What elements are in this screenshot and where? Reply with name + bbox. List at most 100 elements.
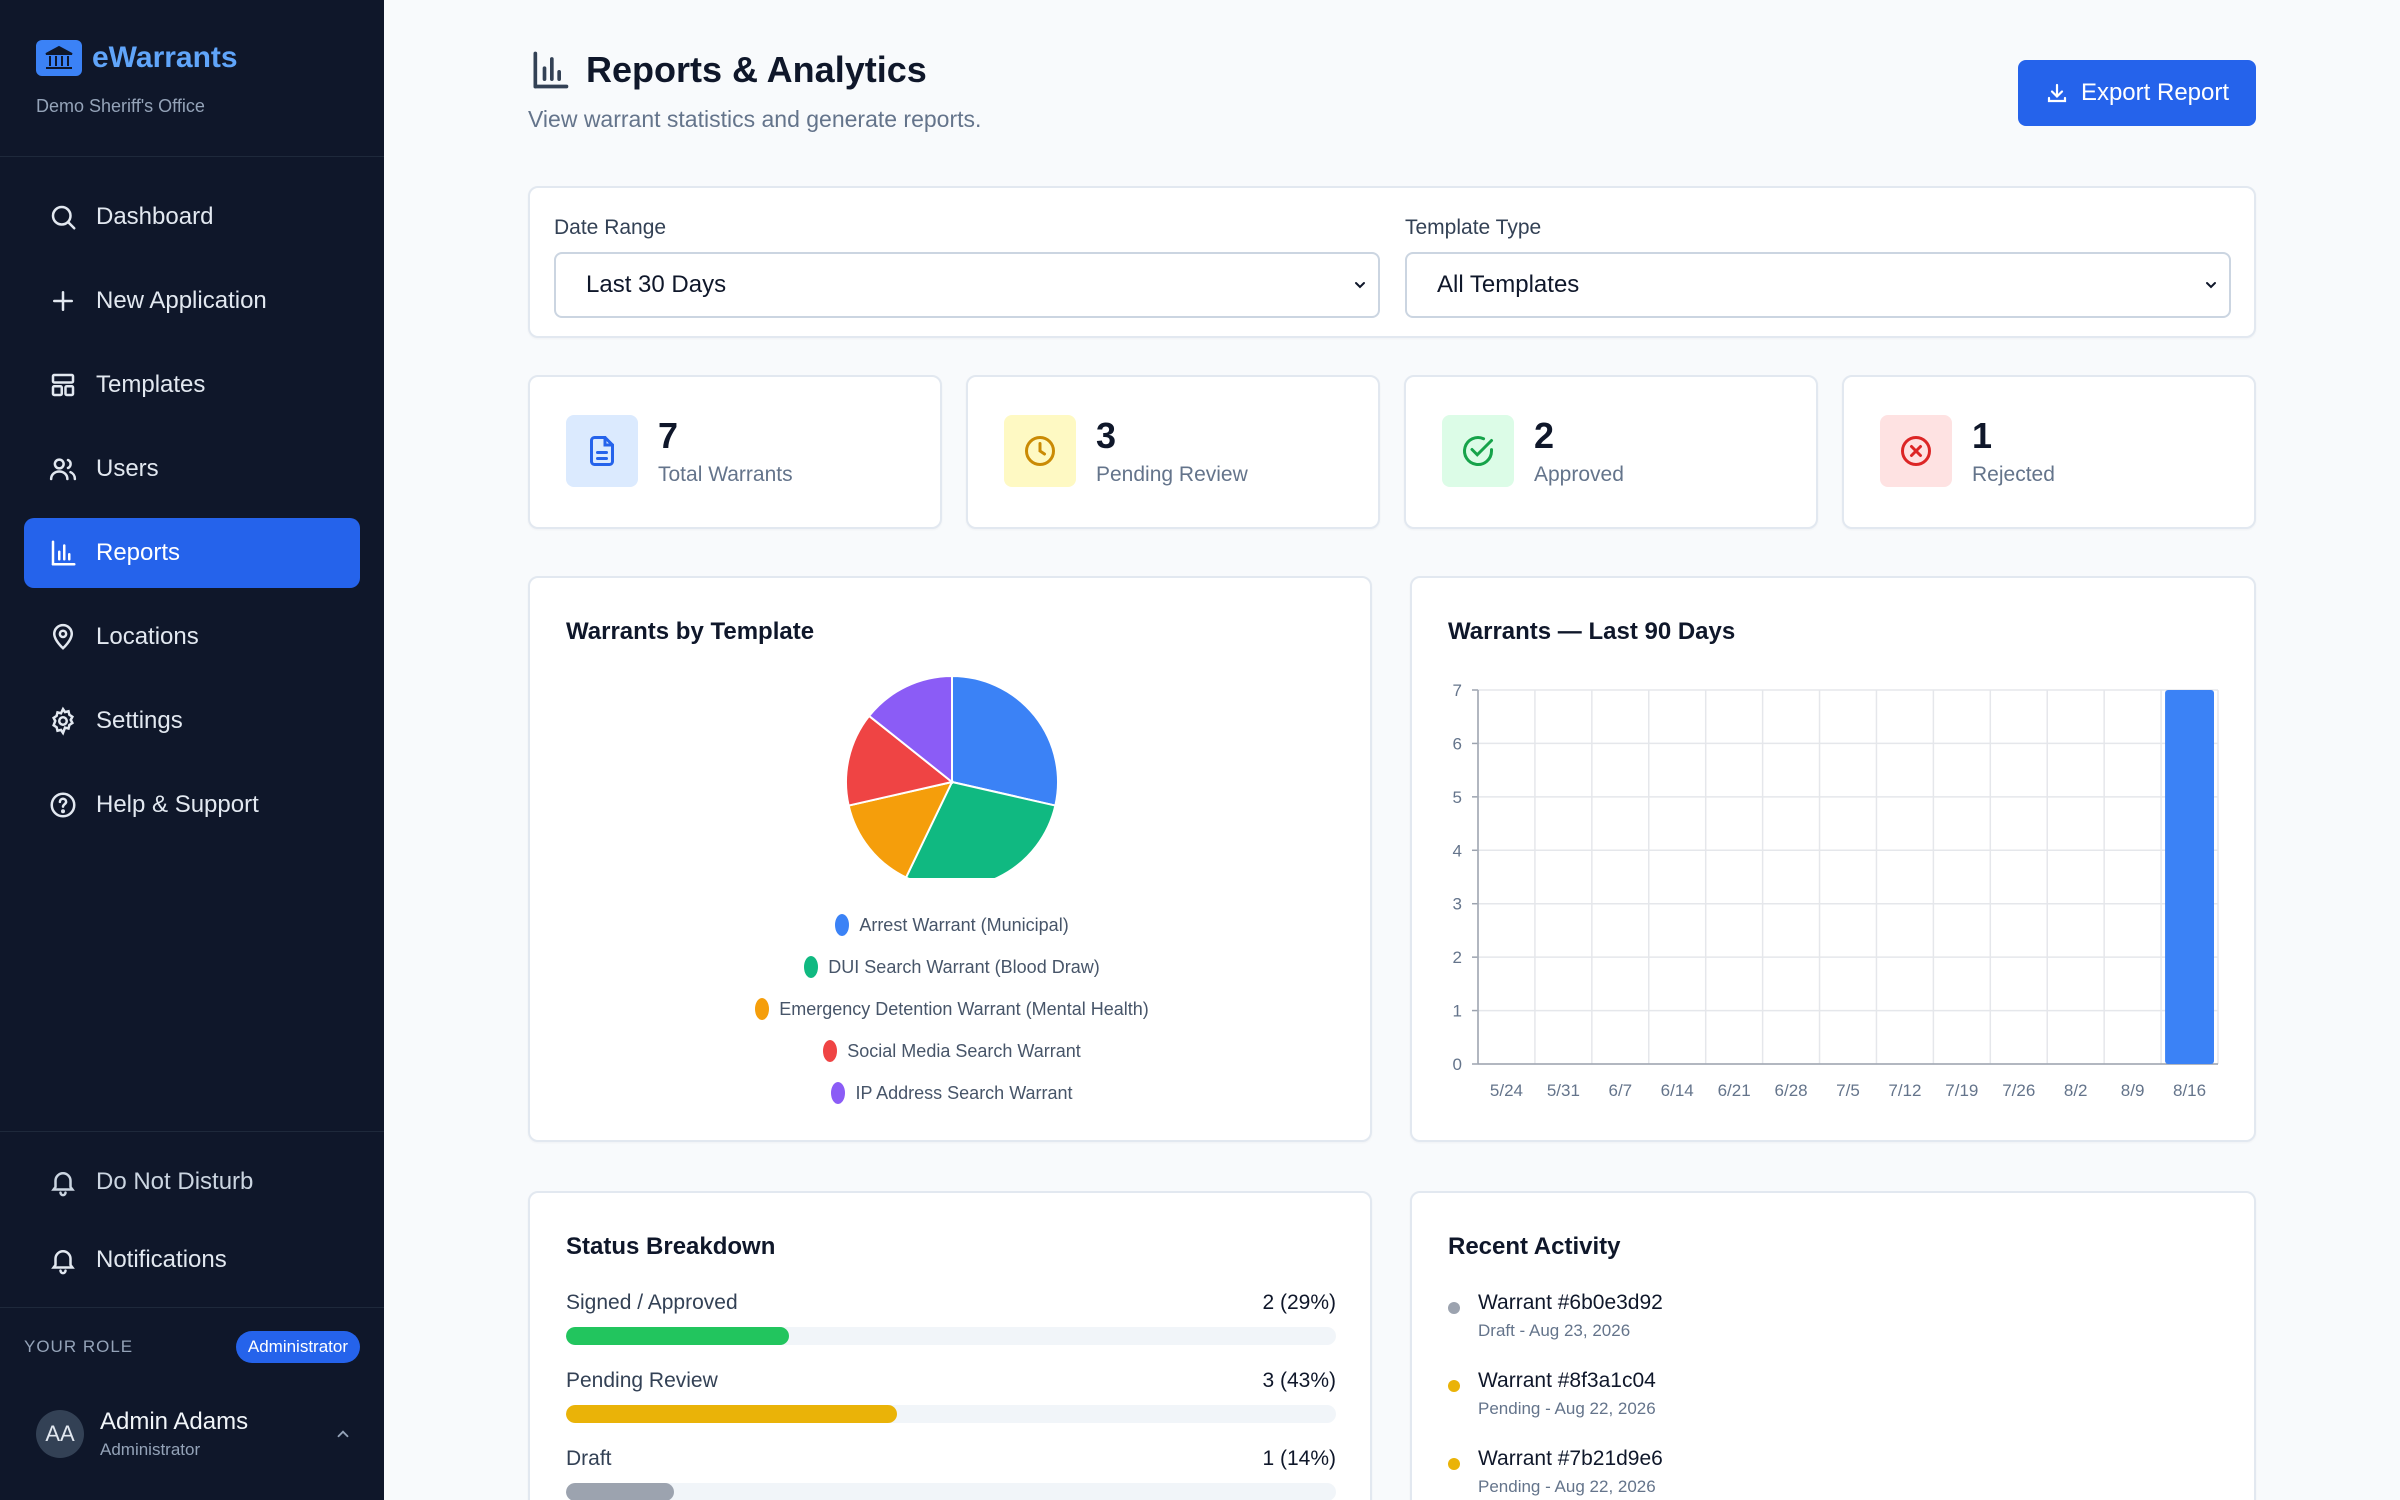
office-name: Demo Sheriff's Office xyxy=(36,96,205,116)
legend-swatch xyxy=(755,998,770,1020)
activity-title: Warrant #7b21d9e6 xyxy=(1478,1447,1663,1470)
status-value: 1 (14%) xyxy=(1262,1447,1336,1470)
legend-swatch xyxy=(823,1040,838,1062)
chart-title: Warrants — Last 90 Days xyxy=(1448,618,1736,645)
template-type-select[interactable]: All Templates xyxy=(1405,252,2231,318)
stat-label: Approved xyxy=(1534,463,1624,486)
brand-name: eWarrants xyxy=(92,41,238,74)
stat-card-approved: 2 Approved xyxy=(1404,375,1818,529)
do-not-disturb-toggle[interactable]: Do Not Disturb xyxy=(24,1147,360,1217)
pie-legend: Arrest Warrant (Municipal) DUI Search War… xyxy=(530,904,1374,1114)
legend-item[interactable]: Arrest Warrant (Municipal) xyxy=(530,904,1374,946)
x-tick-label: 8/2 xyxy=(2064,1081,2088,1100)
legend-label: IP Address Search Warrant xyxy=(855,1082,1073,1103)
status-value: 2 (29%) xyxy=(1262,1291,1336,1314)
stat-card-total: 7 Total Warrants xyxy=(528,375,942,529)
sidebar-item-users[interactable]: Users xyxy=(24,434,360,504)
y-tick-label: 7 xyxy=(1453,681,1462,700)
status-label: Pending Review xyxy=(566,1369,718,1392)
sidebar-item-label: Dashboard xyxy=(96,203,214,230)
map-pin-icon xyxy=(52,623,74,650)
sidebar-item-reports[interactable]: Reports xyxy=(24,518,360,588)
page-title: Reports & Analytics xyxy=(528,48,927,92)
sidebar-item-templates[interactable]: Templates xyxy=(24,350,360,420)
legend-item[interactable]: IP Address Search Warrant xyxy=(530,1072,1374,1114)
pie-slice xyxy=(904,780,1057,878)
sidebar-item-new-application[interactable]: New Application xyxy=(24,266,360,336)
clock-icon xyxy=(1004,415,1076,487)
legend-item[interactable]: Emergency Detention Warrant (Mental Heal… xyxy=(530,988,1374,1030)
sidebar-divider xyxy=(0,1131,384,1132)
x-tick-label: 6/14 xyxy=(1661,1081,1694,1100)
chevron-down-icon xyxy=(2206,282,2216,289)
y-tick-label: 2 xyxy=(1453,948,1462,967)
progress-fill xyxy=(566,1483,674,1500)
role-row: YOUR ROLE Administrator xyxy=(24,1331,360,1363)
status-dot xyxy=(1448,1380,1460,1392)
brand[interactable]: eWarrants xyxy=(36,40,238,76)
download-icon xyxy=(2047,83,2067,103)
y-tick-label: 0 xyxy=(1453,1055,1462,1074)
status-breakdown-title: Status Breakdown xyxy=(566,1233,776,1260)
status-row-pending: Pending Review 3 (43%) xyxy=(566,1369,1336,1423)
user-menu[interactable]: AA Admin Adams Administrator xyxy=(36,1408,360,1460)
sidebar-item-label: Help & Support xyxy=(96,791,259,818)
stat-card-pending: 3 Pending Review xyxy=(966,375,1380,529)
x-tick-label: 8/16 xyxy=(2173,1081,2206,1100)
legend-item[interactable]: DUI Search Warrant (Blood Draw) xyxy=(530,946,1374,988)
pie-slice xyxy=(847,780,954,878)
bar xyxy=(2165,690,2214,1064)
sidebar-item-help-support[interactable]: Help & Support xyxy=(24,770,360,840)
date-range-select[interactable]: Last 30 Days xyxy=(554,252,1380,318)
stat-value: 7 xyxy=(658,415,679,456)
export-report-button[interactable]: Export Report xyxy=(2018,60,2256,126)
progress-track xyxy=(566,1483,1336,1500)
sidebar-divider xyxy=(0,1307,384,1308)
users-icon xyxy=(49,458,77,481)
courthouse-icon xyxy=(36,40,82,76)
notifications-button[interactable]: Notifications xyxy=(24,1225,360,1295)
recent-activity-card: Recent Activity Warrant #6b0e3d92 Draft … xyxy=(1410,1191,2256,1500)
status-row-approved: Signed / Approved 2 (29%) xyxy=(566,1291,1336,1345)
layout-icon xyxy=(51,373,75,397)
sidebar-bottom-nav: Do Not Disturb Notifications xyxy=(24,1147,360,1303)
sidebar-item-label: Locations xyxy=(96,623,199,650)
progress-track xyxy=(566,1405,1336,1423)
x-tick-label: 7/26 xyxy=(2002,1081,2035,1100)
chevron-up-icon xyxy=(337,1430,349,1438)
main-content: Reports & Analytics View warrant statist… xyxy=(384,0,2400,1500)
status-dot xyxy=(1448,1302,1460,1314)
user-name: Admin Adams xyxy=(100,1408,249,1435)
sidebar-item-dashboard[interactable]: Dashboard xyxy=(24,182,360,252)
pie-chart xyxy=(845,674,1059,878)
y-tick-label: 4 xyxy=(1453,841,1462,860)
sidebar-item-locations[interactable]: Locations xyxy=(24,602,360,672)
legend-swatch xyxy=(804,956,819,978)
activity-meta: Draft - Aug 23, 2026 xyxy=(1478,1321,1631,1340)
chart-title: Warrants by Template xyxy=(566,618,815,645)
progress-fill xyxy=(566,1405,898,1423)
legend-label: DUI Search Warrant (Blood Draw) xyxy=(828,956,1100,977)
date-range-filter: Date Range Last 30 Days xyxy=(554,216,1380,318)
sidebar-nav: Dashboard New Application Templates User… xyxy=(24,182,360,854)
pie-slice xyxy=(845,714,955,807)
warrants-by-template-card: Warrants by Template Arrest Warrant (Mun… xyxy=(528,576,1372,1142)
plus-icon xyxy=(53,291,73,311)
legend-swatch xyxy=(831,1082,846,1104)
sidebar-item-settings[interactable]: Settings xyxy=(24,686,360,756)
x-tick-label: 5/31 xyxy=(1547,1081,1580,1100)
x-tick-label: 8/9 xyxy=(2121,1081,2145,1100)
stat-label: Pending Review xyxy=(1096,463,1248,486)
x-tick-label: 7/12 xyxy=(1888,1081,1921,1100)
x-tick-label: 5/24 xyxy=(1490,1081,1523,1100)
legend-item[interactable]: Social Media Search Warrant xyxy=(530,1030,1374,1072)
y-tick-label: 1 xyxy=(1453,1002,1462,1021)
gear-icon xyxy=(51,706,75,736)
template-type-value: All Templates xyxy=(1437,271,1580,298)
warrants-last-90-days-card: Warrants — Last 90 Days 0 1 2 3 4 5 6 7 5/24 5/31… xyxy=(1410,576,2256,1142)
y-tick-label: 3 xyxy=(1453,895,1462,914)
avatar: AA xyxy=(36,1410,84,1458)
activity-title: Warrant #6b0e3d92 xyxy=(1478,1291,1663,1314)
stat-card-rejected: 1 Rejected xyxy=(1842,375,2256,529)
status-label: Draft xyxy=(566,1447,612,1470)
